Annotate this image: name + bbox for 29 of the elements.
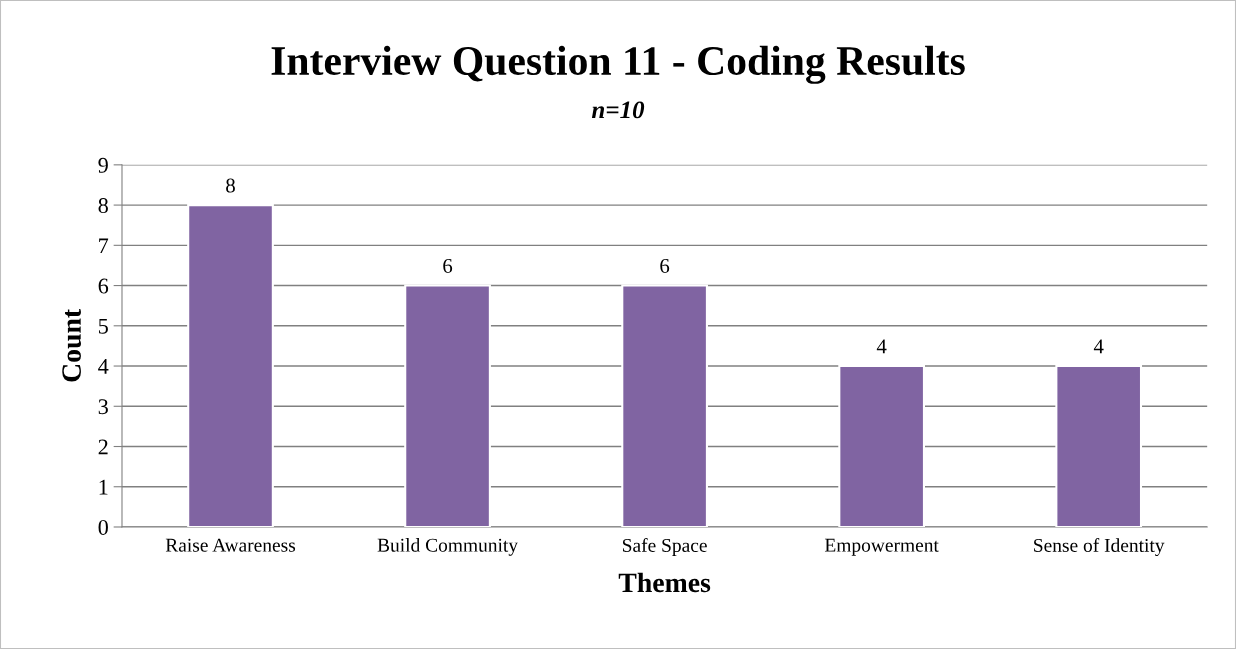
x-tick-label: Build Community [377, 538, 518, 556]
y-tick-label: 4 [98, 359, 109, 374]
y-axis-title: Count [62, 308, 81, 382]
bar [404, 284, 491, 527]
y-tick-label: 3 [98, 399, 108, 415]
chart-subtitle: n=10 [591, 101, 645, 119]
data-label: 8 [226, 178, 235, 193]
x-tick-label: Raise Awareness [165, 538, 296, 552]
y-tick-label: 0 [98, 519, 108, 535]
bar [838, 365, 925, 527]
y-tick-label: 6 [98, 278, 109, 294]
y-tick-label: 1 [99, 479, 108, 495]
y-tick-label: 7 [99, 238, 109, 254]
x-axis-title: Themes [618, 572, 711, 593]
y-tick-label: 2 [98, 439, 108, 455]
bar [621, 284, 708, 527]
x-tick-label: Safe Space [622, 538, 707, 556]
data-label: 4 [876, 339, 887, 354]
data-label: 4 [1093, 339, 1104, 354]
bar [187, 204, 274, 527]
data-label: 6 [443, 258, 453, 273]
x-tick-label: Sense of Identity [1034, 538, 1165, 556]
bar [1055, 365, 1143, 527]
chart-title: Interview Question 11 - Coding Results [271, 45, 965, 84]
y-tick-label: 8 [98, 198, 108, 214]
y-tick-label: 5 [98, 318, 108, 334]
y-tick-label: 9 [98, 157, 108, 173]
data-label: 6 [660, 258, 670, 273]
x-tick-label: Empowerment [824, 538, 939, 556]
